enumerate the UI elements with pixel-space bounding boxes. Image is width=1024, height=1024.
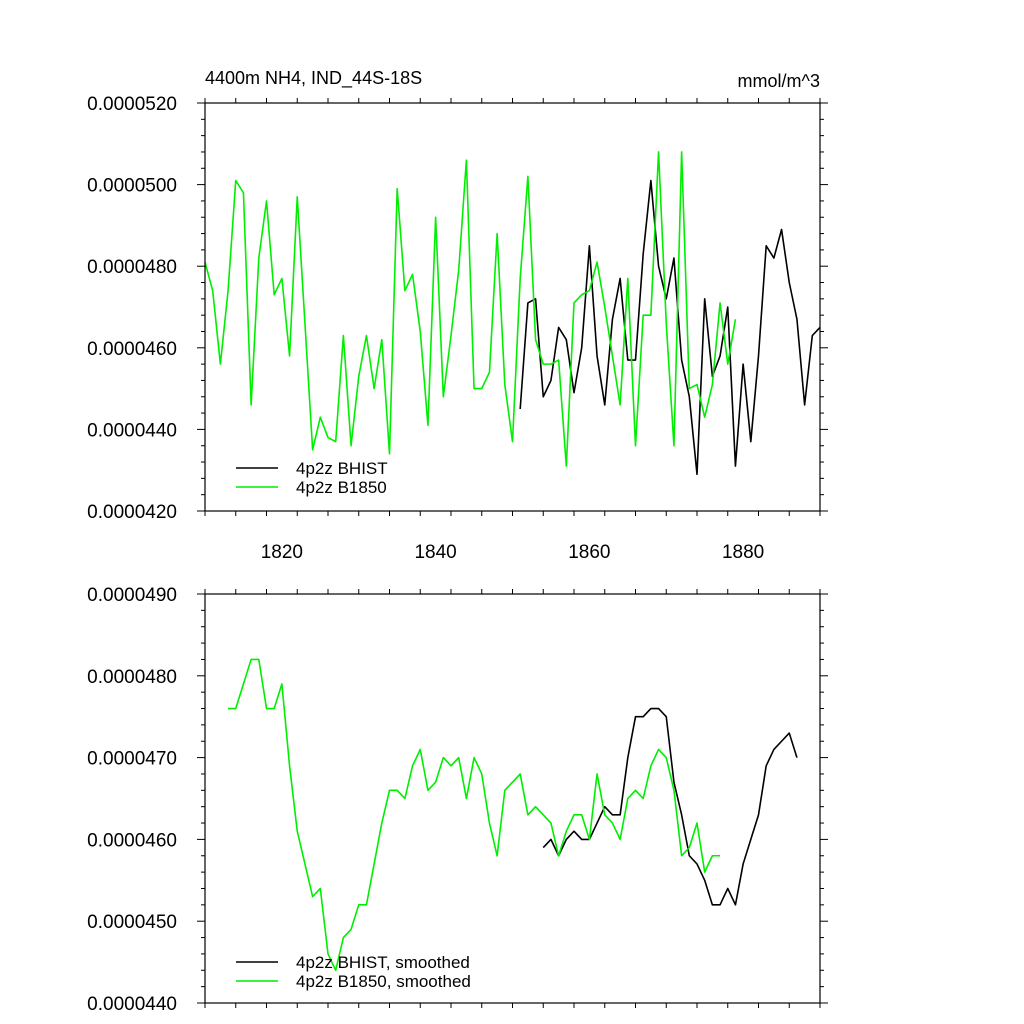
y-tick-label: 0.0000490 xyxy=(87,585,177,606)
series-line-b1850 xyxy=(204,151,737,467)
series-line-bhist xyxy=(542,707,798,906)
y-tick-label: 0.0000440 xyxy=(87,420,177,441)
y-tick-label: 0.0000480 xyxy=(87,257,177,278)
x-tick-label: 1880 xyxy=(722,542,764,563)
legend-label: 4p2z BHIST, smoothed xyxy=(296,953,470,972)
legend-label: 4p2z B1850 xyxy=(296,478,387,497)
plot-panel-1: 0.0000420 0.0000440 0.0000460 0.0000480 0.00… xyxy=(87,68,828,563)
legend-label: 4p2z B1850, smoothed xyxy=(296,972,471,991)
y-tick-label: 0.0000470 xyxy=(87,749,177,770)
plot-panel-2: 0.0000440 0.0000450 0.0000460 0.0000470 0.00… xyxy=(87,585,828,1015)
series-line-b1850 xyxy=(228,658,721,972)
y-tick-label: 0.0000440 xyxy=(87,994,177,1015)
legend-label: 4p2z BHIST xyxy=(296,459,388,478)
y-tick-label: 0.0000460 xyxy=(87,830,177,851)
y-tick-label: 0.0000520 xyxy=(87,94,177,115)
x-tick-label: 1820 xyxy=(261,542,303,563)
chart-title: 4400m NH4, IND_44S-18S xyxy=(205,68,422,89)
units-label: mmol/m^3 xyxy=(738,71,820,91)
y-tick-label: 0.0000450 xyxy=(87,912,177,933)
y-tick-label: 0.0000460 xyxy=(87,339,177,360)
x-tick-label: 1840 xyxy=(414,542,456,563)
x-tick-label: 1860 xyxy=(568,542,610,563)
y-tick-label: 0.0000500 xyxy=(87,176,177,197)
y-tick-label: 0.0000480 xyxy=(87,667,177,688)
plot-frame xyxy=(204,593,821,1004)
y-tick-label: 0.0000420 xyxy=(87,502,177,523)
series-line-bhist xyxy=(519,179,821,476)
